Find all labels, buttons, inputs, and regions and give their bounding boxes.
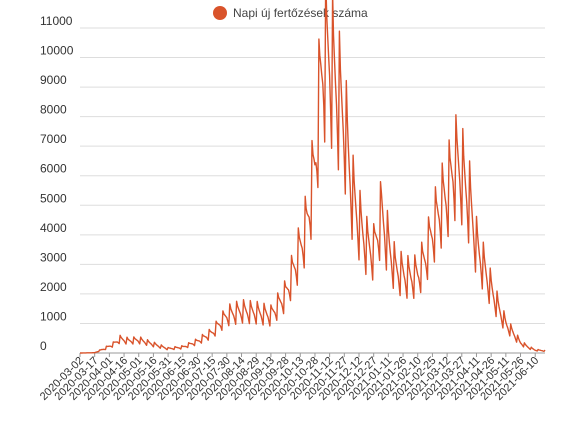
legend: Napi új fertőzések száma — [213, 6, 368, 20]
y-tick-label: 0 — [40, 339, 47, 353]
y-tick-label: 1000 — [40, 309, 67, 323]
y-tick-label: 8000 — [40, 103, 67, 117]
series-line — [80, 0, 546, 354]
y-tick-label: 2000 — [40, 280, 67, 294]
y-axis: 0 1000 2000 3000 4000 5000 6000 7000 8000 9000 100… — [40, 14, 74, 353]
y-tick-label: 4000 — [40, 221, 67, 235]
y-tick-label: 3000 — [40, 250, 67, 264]
y-tick-label: 10000 — [40, 44, 74, 58]
y-tick-label: 11000 — [40, 14, 73, 28]
y-tick-label: 9000 — [40, 73, 67, 87]
y-tick-label: 5000 — [40, 191, 67, 205]
legend-label: Napi új fertőzések száma — [233, 6, 368, 20]
gridlines — [80, 27, 545, 354]
y-tick-label: 7000 — [40, 132, 67, 146]
y-tick-label: 6000 — [40, 162, 67, 176]
plot-area — [80, 0, 546, 354]
legend-marker — [213, 6, 227, 20]
x-axis: 2020-03-022020-03-172020-04-012020-04-16… — [38, 353, 541, 403]
